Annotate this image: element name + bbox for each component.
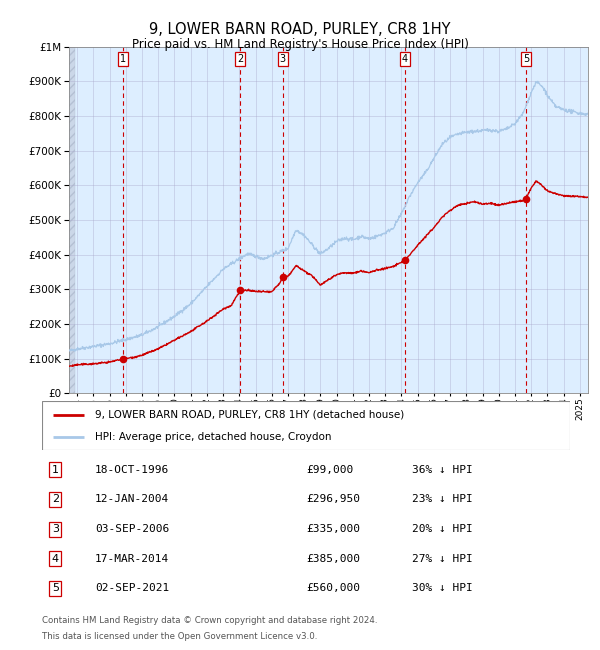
Text: 3: 3 bbox=[52, 524, 59, 534]
Text: 02-SEP-2021: 02-SEP-2021 bbox=[95, 584, 169, 593]
Text: 9, LOWER BARN ROAD, PURLEY, CR8 1HY: 9, LOWER BARN ROAD, PURLEY, CR8 1HY bbox=[149, 22, 451, 37]
Text: 5: 5 bbox=[52, 584, 59, 593]
Bar bbox=[61, 47, 76, 393]
Text: 20% ↓ HPI: 20% ↓ HPI bbox=[412, 524, 472, 534]
Text: 1: 1 bbox=[119, 54, 125, 64]
Text: 27% ↓ HPI: 27% ↓ HPI bbox=[412, 554, 472, 564]
Text: 03-SEP-2006: 03-SEP-2006 bbox=[95, 524, 169, 534]
Text: £296,950: £296,950 bbox=[306, 495, 360, 504]
Text: 1: 1 bbox=[52, 465, 59, 474]
Text: 4: 4 bbox=[52, 554, 59, 564]
Text: HPI: Average price, detached house, Croydon: HPI: Average price, detached house, Croy… bbox=[95, 432, 331, 442]
Text: 18-OCT-1996: 18-OCT-1996 bbox=[95, 465, 169, 474]
Text: £99,000: £99,000 bbox=[306, 465, 353, 474]
Text: 9, LOWER BARN ROAD, PURLEY, CR8 1HY (detached house): 9, LOWER BARN ROAD, PURLEY, CR8 1HY (det… bbox=[95, 410, 404, 420]
Text: £560,000: £560,000 bbox=[306, 584, 360, 593]
Text: £335,000: £335,000 bbox=[306, 524, 360, 534]
Text: 12-JAN-2004: 12-JAN-2004 bbox=[95, 495, 169, 504]
Text: 2: 2 bbox=[52, 495, 59, 504]
Text: 36% ↓ HPI: 36% ↓ HPI bbox=[412, 465, 472, 474]
Text: 5: 5 bbox=[523, 54, 529, 64]
Text: 4: 4 bbox=[402, 54, 408, 64]
Text: This data is licensed under the Open Government Licence v3.0.: This data is licensed under the Open Gov… bbox=[42, 632, 317, 641]
Text: 3: 3 bbox=[280, 54, 286, 64]
Text: Price paid vs. HM Land Registry's House Price Index (HPI): Price paid vs. HM Land Registry's House … bbox=[131, 38, 469, 51]
Text: 30% ↓ HPI: 30% ↓ HPI bbox=[412, 584, 472, 593]
Text: 2: 2 bbox=[237, 54, 243, 64]
Text: £385,000: £385,000 bbox=[306, 554, 360, 564]
Text: 17-MAR-2014: 17-MAR-2014 bbox=[95, 554, 169, 564]
Text: Contains HM Land Registry data © Crown copyright and database right 2024.: Contains HM Land Registry data © Crown c… bbox=[42, 616, 377, 625]
Text: 23% ↓ HPI: 23% ↓ HPI bbox=[412, 495, 472, 504]
